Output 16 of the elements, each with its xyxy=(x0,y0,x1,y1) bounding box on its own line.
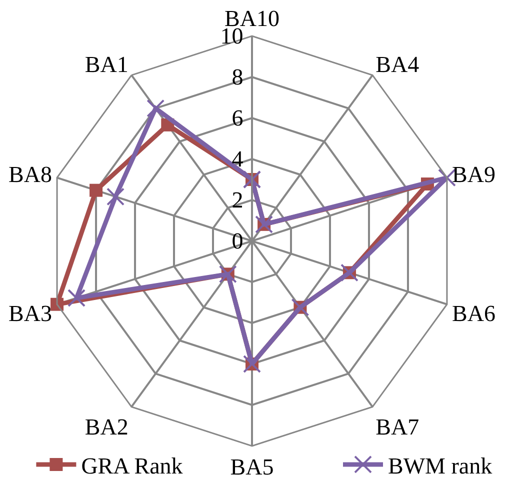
y-tick-label: 8 xyxy=(232,64,244,90)
spoke-label: BA3 xyxy=(8,300,52,326)
y-tick-label: 0 xyxy=(232,228,244,254)
y-tick-label: 2 xyxy=(232,187,244,212)
spoke-label: BA8 xyxy=(8,162,52,188)
y-tick-label: 6 xyxy=(232,105,244,130)
spoke-label: BA1 xyxy=(84,52,128,77)
spoke-label: BA4 xyxy=(376,52,420,77)
spoke-label: BA6 xyxy=(452,300,496,326)
legend-label: BWM rank xyxy=(388,453,493,478)
spoke-label: BA2 xyxy=(84,414,128,440)
y-tick-label: 4 xyxy=(232,146,244,172)
legend-label: GRA Rank xyxy=(81,453,184,478)
spoke-label: BA9 xyxy=(452,162,496,188)
spoke-label: BA5 xyxy=(230,454,274,480)
spoke-label: BA7 xyxy=(376,414,420,440)
